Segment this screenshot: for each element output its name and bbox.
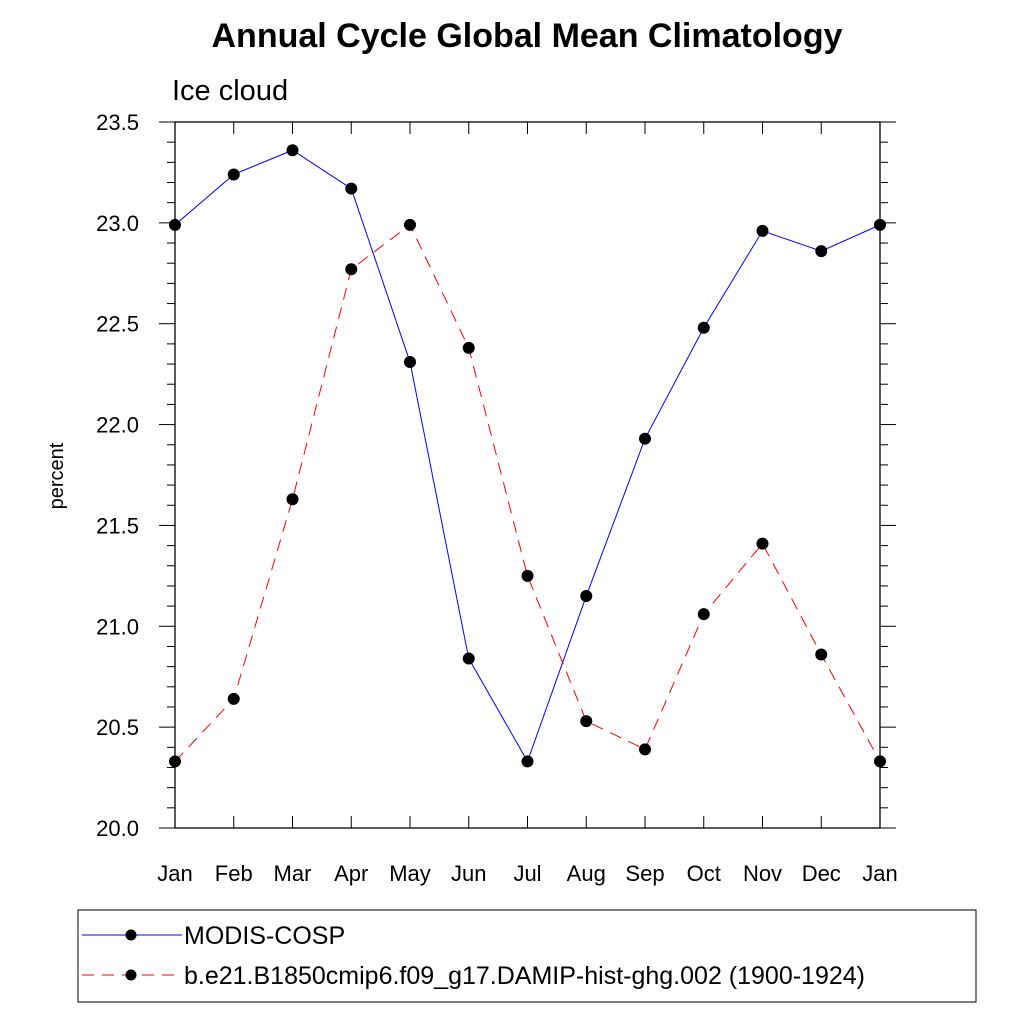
series-1-point (169, 218, 181, 231)
series-1-point (756, 224, 769, 237)
series-1-point (815, 245, 828, 258)
legend-swatch-marker-1 (125, 929, 137, 941)
series-2-point (815, 648, 828, 661)
legend-label-1: MODIS-COSP (184, 922, 345, 950)
y-tick-label: 21.0 (96, 614, 139, 639)
series-1-point (639, 432, 651, 445)
series-1-point (404, 356, 416, 369)
y-axis-label: percent (46, 442, 68, 509)
series-2-point (697, 608, 710, 621)
series-2-point (639, 743, 651, 756)
series-1-point (345, 182, 358, 195)
y-tick-label: 22.0 (96, 413, 139, 438)
y-tick-label: 23.5 (96, 110, 139, 135)
series-1-point (697, 321, 710, 334)
chart-title: Annual Cycle Global Mean Climatology (212, 17, 843, 55)
x-tick-label: May (389, 861, 431, 886)
series-2-point (874, 755, 886, 768)
series-1-point (227, 168, 240, 181)
series-1-point (286, 144, 299, 157)
x-tick-label: Jan (862, 861, 897, 886)
x-tick-label: Aug (567, 861, 606, 886)
x-tick-label: Nov (743, 861, 782, 886)
legend: MODIS-COSP b.e21.B1850cmip6.f09_g17.DAMIP… (77, 909, 977, 1003)
legend-label-2: b.e21.B1850cmip6.f09_g17.DAMIP-hist-ghg.… (184, 962, 865, 990)
series-layer (169, 144, 886, 768)
series-2-point (404, 218, 416, 231)
y-tick-label: 22.5 (96, 312, 139, 337)
x-tick-label: Feb (215, 861, 253, 886)
x-tick-label: Mar (274, 861, 312, 886)
series-2-point (345, 263, 358, 276)
series-2-point (169, 755, 181, 768)
chart-subtitle: Ice cloud (172, 75, 288, 107)
series-1-point (521, 755, 534, 768)
series-line-2 (174, 224, 881, 762)
series-2-point (521, 569, 534, 582)
legend-swatch-marker-2 (125, 969, 137, 981)
y-tick-label: 23.0 (96, 211, 139, 236)
series-2-point (580, 715, 593, 728)
series-2-point (756, 537, 769, 550)
y-tick-label: 20.0 (96, 816, 139, 841)
series-1-point (874, 218, 886, 231)
x-tick-label: Dec (802, 861, 841, 886)
axes: Jan Feb Mar Apr May Jun Jul Aug Sep Oct Nov Dec Jan 2… (96, 110, 898, 886)
y-tick-label: 20.5 (96, 715, 139, 740)
legend-box (77, 909, 977, 1003)
series-2-point (286, 493, 299, 506)
x-tick-label: Oct (687, 861, 721, 886)
plot-frame (174, 121, 881, 829)
x-tick-label: Sep (625, 861, 664, 886)
x-tick-label: Jan (157, 861, 192, 886)
series-2-point (227, 692, 240, 705)
series-line-1 (174, 149, 881, 763)
x-tick-label: Jul (513, 861, 541, 886)
x-tick-label: Jun (451, 861, 486, 886)
series-1-point (580, 590, 593, 603)
series-2-point (462, 341, 475, 354)
x-tick-label: Apr (334, 861, 368, 886)
series-1-point (462, 652, 475, 665)
y-tick-label: 21.5 (96, 513, 139, 538)
